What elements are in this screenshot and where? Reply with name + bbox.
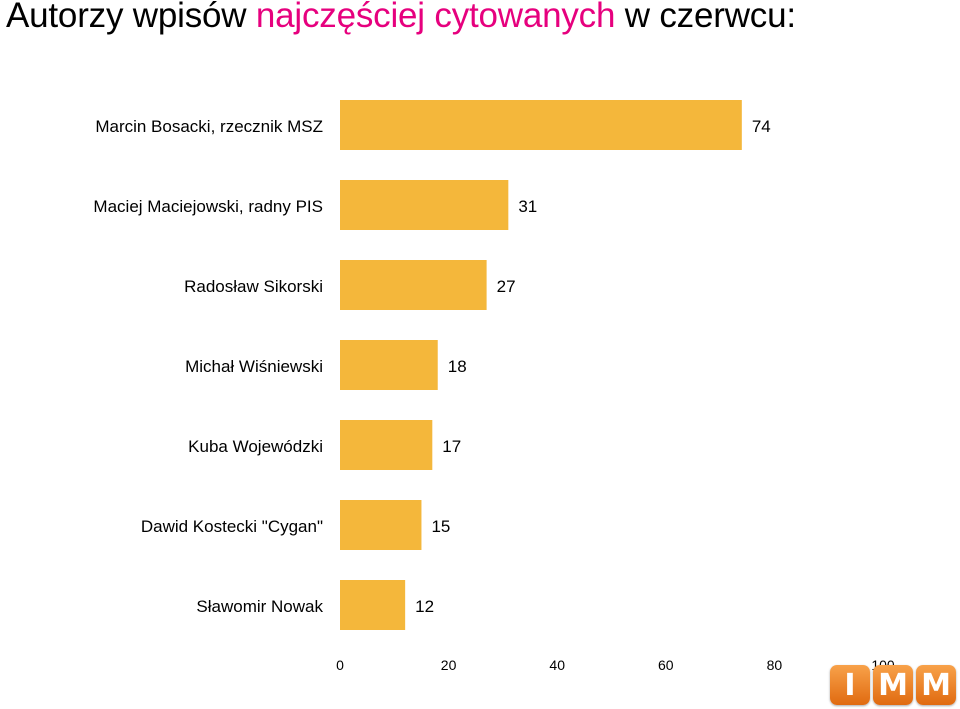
- bar-slawomir-nowak: [340, 580, 406, 630]
- title-part-1: Autorzy wpisów: [6, 0, 256, 35]
- data-label-michal-wisniewski: 18: [448, 357, 467, 376]
- data-label-radoslaw-sikorski: 27: [497, 277, 516, 296]
- category-label-kuba-wojewodzki: Kuba Wojewódzki: [188, 437, 323, 456]
- logo-letter-m-2: M: [916, 665, 956, 705]
- x-tick-label-40: 40: [549, 657, 565, 673]
- category-label-radoslaw-sikorski: Radosław Sikorski: [184, 277, 323, 296]
- x-tick-label-0: 0: [336, 657, 344, 673]
- bar-marcin-bosacki-rzecznik-msz: [340, 100, 742, 150]
- data-label-slawomir-nowak: 12: [415, 597, 434, 616]
- bar-michal-wisniewski: [340, 340, 438, 390]
- data-label-maciej-maciejowski-radny-pis: 31: [518, 197, 537, 216]
- x-tick-label-20: 20: [441, 657, 457, 673]
- data-label-kuba-wojewodzki: 17: [442, 437, 461, 456]
- bar-maciej-maciejowski-radny-pis: [340, 180, 509, 230]
- bar-radoslaw-sikorski: [340, 260, 487, 310]
- category-label-dawid-kostecki-cygan: Dawid Kostecki "Cygan": [141, 517, 323, 536]
- logo-letter-i: I: [830, 665, 870, 705]
- category-label-michal-wisniewski: Michał Wiśniewski: [185, 357, 323, 376]
- bar-dawid-kostecki-cygan: [340, 500, 422, 550]
- data-label-dawid-kostecki-cygan: 15: [431, 517, 450, 536]
- x-tick-label-80: 80: [767, 657, 783, 673]
- title-accent: najczęściej cytowanych: [255, 0, 616, 35]
- data-label-marcin-bosacki-rzecznik-msz: 74: [752, 117, 771, 136]
- page-title: Autorzy wpisów najczęściej cytowanych w …: [6, 0, 796, 36]
- imm-logo: I M M: [830, 665, 956, 705]
- category-label-maciej-maciejowski-radny-pis: Maciej Maciejowski, radny PIS: [93, 197, 323, 216]
- title-part-3: w czerwcu:: [615, 0, 796, 35]
- logo-letter-m: M: [873, 665, 913, 705]
- bar-kuba-wojewodzki: [340, 420, 433, 470]
- x-tick-label-60: 60: [658, 657, 674, 673]
- category-label-slawomir-nowak: Sławomir Nowak: [196, 597, 323, 616]
- category-label-marcin-bosacki-rzecznik-msz: Marcin Bosacki, rzecznik MSZ: [95, 117, 323, 136]
